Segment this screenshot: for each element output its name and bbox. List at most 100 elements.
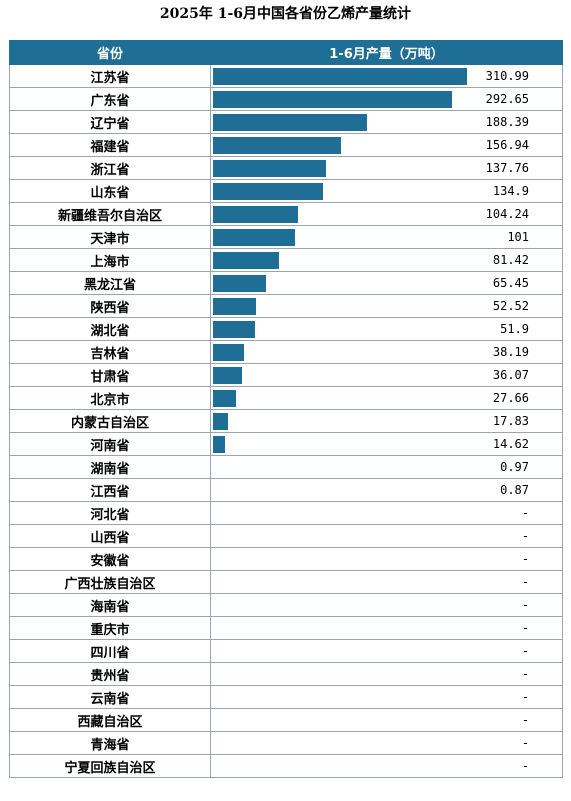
output-cell: - (210, 731, 563, 755)
output-value-label: 17.83 (492, 414, 529, 428)
table-row: 吉林省 38.19 (9, 340, 563, 364)
output-bar (213, 91, 453, 108)
province-label: 海南省 (9, 593, 211, 617)
output-value-label: - (521, 690, 529, 704)
output-cell: - (210, 662, 563, 686)
output-value-label: - (521, 759, 529, 773)
output-bar (213, 137, 342, 154)
province-label: 重庆市 (9, 616, 211, 640)
output-value-label: - (521, 598, 529, 612)
output-cell: 38.19 (210, 340, 563, 364)
output-cell: - (210, 685, 563, 709)
table-row: 江苏省 310.99 (9, 64, 563, 88)
output-cell: - (210, 547, 563, 571)
output-cell: 137.76 (210, 156, 563, 180)
province-label: 湖北省 (9, 317, 211, 341)
production-table: 省份 1-6月产量（万吨） 江苏省 310.99 广东省 292.65 辽宁省 188.3… (9, 40, 563, 778)
output-bar (213, 298, 256, 315)
output-cell: 65.45 (210, 271, 563, 295)
output-bar (213, 183, 324, 200)
table-row: 陕西省 52.52 (9, 294, 563, 318)
province-label: 甘肃省 (9, 363, 211, 387)
table-row: 青海省 - (9, 731, 563, 755)
output-cell: 52.52 (210, 294, 563, 318)
output-value-label: 137.76 (485, 161, 529, 175)
table-row: 四川省 - (9, 639, 563, 663)
province-label: 浙江省 (9, 156, 211, 180)
header-output: 1-6月产量（万吨） (210, 40, 563, 65)
output-value-label: - (521, 575, 529, 589)
province-label: 河北省 (9, 501, 211, 525)
output-value-label: 310.99 (485, 69, 529, 83)
output-cell: 101 (210, 225, 563, 249)
province-label: 辽宁省 (9, 110, 211, 134)
output-value-label: - (521, 506, 529, 520)
province-label: 贵州省 (9, 662, 211, 686)
output-value-label: - (521, 644, 529, 658)
output-cell: 27.66 (210, 386, 563, 410)
table-row: 湖北省 51.9 (9, 317, 563, 341)
output-value-label: - (521, 529, 529, 543)
output-cell: - (210, 708, 563, 732)
table-row: 宁夏回族自治区 - (9, 754, 563, 778)
output-cell: 0.97 (210, 455, 563, 479)
output-cell: - (210, 501, 563, 525)
output-value-label: 292.65 (485, 92, 529, 106)
table-row: 甘肃省 36.07 (9, 363, 563, 387)
output-value-label: 0.97 (500, 460, 529, 474)
province-label: 西藏自治区 (9, 708, 211, 732)
province-label: 江苏省 (9, 64, 211, 88)
province-label: 安徽省 (9, 547, 211, 571)
table-row: 辽宁省 188.39 (9, 110, 563, 134)
table-row: 山东省 134.9 (9, 179, 563, 203)
output-bar (213, 367, 243, 384)
table-row: 重庆市 - (9, 616, 563, 640)
table-row: 广西壮族自治区 - (9, 570, 563, 594)
output-bar (213, 252, 280, 269)
output-bar (213, 436, 225, 453)
output-value-label: 51.9 (500, 322, 529, 336)
table-row: 海南省 - (9, 593, 563, 617)
output-cell: - (210, 616, 563, 640)
province-label: 四川省 (9, 639, 211, 663)
table-row: 北京市 27.66 (9, 386, 563, 410)
table-row: 江西省 0.87 (9, 478, 563, 502)
table-row: 贵州省 - (9, 662, 563, 686)
output-cell: 36.07 (210, 363, 563, 387)
output-cell: 14.62 (210, 432, 563, 456)
output-value-label: 81.42 (492, 253, 529, 267)
table-row: 河南省 14.62 (9, 432, 563, 456)
output-cell: 310.99 (210, 64, 563, 88)
output-value-label: - (521, 621, 529, 635)
output-value-label: - (521, 713, 529, 727)
output-bar (213, 229, 296, 246)
output-cell: - (210, 639, 563, 663)
output-cell: 81.42 (210, 248, 563, 272)
province-label: 吉林省 (9, 340, 211, 364)
province-label: 广西壮族自治区 (9, 570, 211, 594)
province-label: 福建省 (9, 133, 211, 157)
output-cell: 188.39 (210, 110, 563, 134)
output-cell: 104.24 (210, 202, 563, 226)
table-row: 西藏自治区 - (9, 708, 563, 732)
province-label: 宁夏回族自治区 (9, 754, 211, 778)
province-label: 内蒙古自治区 (9, 409, 211, 433)
output-bar (213, 413, 228, 430)
output-value-label: 14.62 (492, 437, 529, 451)
table-row: 天津市 101 (9, 225, 563, 249)
output-cell: 292.65 (210, 87, 563, 111)
output-value-label: 188.39 (485, 115, 529, 129)
province-label: 湖南省 (9, 455, 211, 479)
output-cell: - (210, 754, 563, 778)
output-value-label: 101 (507, 230, 529, 244)
output-bar (213, 206, 299, 223)
output-bar (213, 321, 256, 338)
output-cell: 0.87 (210, 478, 563, 502)
province-label: 黑龙江省 (9, 271, 211, 295)
output-bar (213, 114, 367, 131)
table-row: 内蒙古自治区 17.83 (9, 409, 563, 433)
output-cell: 156.94 (210, 133, 563, 157)
province-label: 天津市 (9, 225, 211, 249)
output-value-label: 156.94 (485, 138, 529, 152)
table-row: 湖南省 0.97 (9, 455, 563, 479)
